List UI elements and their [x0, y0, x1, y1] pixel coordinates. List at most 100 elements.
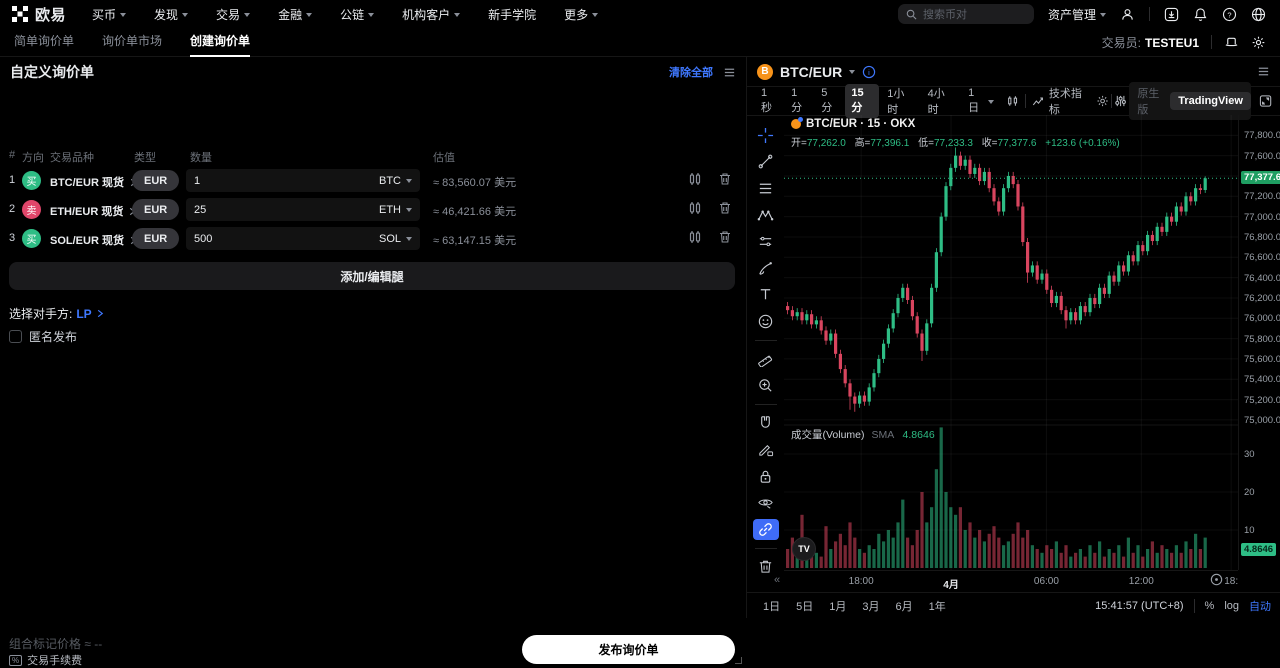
interval-15m[interactable]: 15分 [845, 84, 880, 118]
range-3mo[interactable]: 3月 [862, 600, 880, 613]
tradingview-option[interactable]: TradingView [1170, 92, 1251, 110]
amount-input[interactable] [194, 174, 344, 187]
log-scale-toggle[interactable]: log [1224, 599, 1239, 612]
auto-scale-toggle[interactable]: 自动 [1249, 600, 1271, 613]
range-1d[interactable]: 1日 [763, 600, 781, 613]
tab-create-rfq[interactable]: 创建询价单 [176, 28, 264, 57]
zoom-in-tool-icon[interactable] [753, 375, 779, 396]
publish-rfq-button[interactable]: 发布询价单 [522, 635, 735, 664]
candle-chart-icon[interactable] [688, 230, 702, 244]
chevron-down-icon[interactable] [849, 70, 856, 74]
interval-1h[interactable]: 1小时 [887, 88, 905, 116]
nav-academy[interactable]: 新手学院 [488, 7, 537, 22]
crosshair-tool-icon[interactable] [753, 125, 779, 146]
collapse-toolbar-icon[interactable]: « [774, 574, 781, 586]
chart-type-icon[interactable] [1006, 94, 1019, 108]
help-icon[interactable]: ? [1222, 7, 1237, 22]
emoji-tool-icon[interactable] [753, 311, 779, 332]
trader-hat-icon[interactable] [1224, 35, 1239, 50]
interval-4h[interactable]: 4小时 [927, 88, 945, 116]
type-pill[interactable]: EUR [132, 228, 180, 249]
remove-drawings-trash-icon[interactable] [753, 556, 779, 577]
assets-menu[interactable]: 资产管理 [1048, 0, 1106, 28]
tab-simple-rfq[interactable]: 简单询价单 [14, 33, 75, 48]
chart-bottom-toolbar: 1日 5日 1月 3月 6月 1年 15:41:57 (UTC+8) % log… [747, 592, 1280, 618]
volume-bar [906, 537, 910, 568]
fee-label[interactable]: 交易手续费 [27, 655, 83, 667]
nav-institutional[interactable]: 机构客户 [390, 0, 472, 28]
chart-settings-gear-icon[interactable] [1096, 94, 1109, 108]
range-5d[interactable]: 5日 [796, 600, 814, 613]
download-app-icon[interactable] [1164, 7, 1179, 22]
notifications-bell-icon[interactable] [1193, 7, 1208, 22]
scroll-to-realtime-icon[interactable] [1209, 572, 1224, 587]
amount-input[interactable] [194, 232, 344, 245]
candle-chart-icon[interactable] [688, 201, 702, 215]
panel-menu-icon[interactable] [723, 66, 736, 79]
pattern-tool-icon[interactable] [753, 205, 779, 226]
pair-selector[interactable]: SOL/EUR 现货 [50, 232, 137, 248]
chart-clock[interactable]: 15:41:57 (UTC+8) [1095, 599, 1184, 612]
range-1y[interactable]: 1年 [928, 600, 946, 613]
range-6mo[interactable]: 6月 [895, 600, 913, 613]
info-icon[interactable]: i [862, 65, 876, 79]
indicators-button[interactable]: 技术指标 [1028, 85, 1094, 117]
interval-5m[interactable]: 5分 [821, 87, 833, 114]
pair-selector[interactable]: ETH/EUR 现货 [50, 203, 136, 219]
okx-logo[interactable]: 欧易 [0, 4, 80, 25]
magnet-tool-icon[interactable] [753, 413, 779, 434]
language-globe-icon[interactable] [1251, 7, 1266, 22]
measure-ruler-icon[interactable] [753, 349, 779, 370]
panel-resize-handle[interactable] [735, 657, 742, 664]
chart-canvas[interactable] [784, 115, 1238, 570]
nav-trade[interactable]: 交易 [204, 0, 262, 28]
settings-gear-icon[interactable] [1251, 35, 1266, 50]
candlestick-chart[interactable]: BTC/EUR · 15 · OKX 开=77,262.0 高=77,396.1… [784, 115, 1238, 570]
add-edit-legs-button[interactable]: 添加/编辑腿 [9, 262, 735, 290]
text-tool-icon[interactable] [753, 285, 779, 306]
trendline-tool-icon[interactable] [753, 152, 779, 173]
type-pill[interactable]: EUR [132, 170, 180, 191]
counterparty-link[interactable]: LP [76, 306, 92, 321]
tab-rfq-market[interactable]: 询价单市场 [102, 33, 163, 48]
candle-chart-icon[interactable] [688, 172, 702, 186]
fullscreen-expand-icon[interactable] [1259, 94, 1272, 108]
time-axis[interactable]: « 18:00 4月 06:00 12:00 18: [774, 570, 1238, 592]
fib-lines-tool-icon[interactable] [753, 178, 779, 199]
delete-trash-icon[interactable] [718, 230, 732, 244]
nav-buy-crypto[interactable]: 买币 [80, 0, 138, 28]
interval-1d-select[interactable]: 1日 [962, 84, 1000, 118]
range-1mo[interactable]: 1月 [829, 600, 847, 613]
drawing-lock-edit-icon[interactable] [753, 439, 779, 460]
price-axis[interactable]: 77,800.077,600.077,400.077,200.077,000.0… [1238, 115, 1280, 570]
lock-tool-icon[interactable] [753, 466, 779, 487]
interval-1m[interactable]: 1分 [791, 87, 803, 114]
symbol-name[interactable]: BTC/EUR [780, 63, 843, 80]
anonymous-checkbox[interactable] [9, 330, 22, 343]
brush-tool-icon[interactable] [753, 258, 779, 279]
type-pill[interactable]: EUR [132, 199, 180, 220]
profile-icon[interactable] [1120, 7, 1135, 22]
projection-tool-icon[interactable] [753, 231, 779, 252]
compare-sliders-icon[interactable] [1114, 94, 1127, 108]
nav-more[interactable]: 更多 [552, 0, 610, 28]
currency-select[interactable]: SOL [379, 233, 412, 245]
percent-scale-toggle[interactable]: % [1204, 599, 1215, 612]
amount-input[interactable] [194, 203, 344, 216]
interval-1s[interactable]: 1秒 [761, 87, 772, 114]
chart-menu-icon[interactable] [1257, 65, 1270, 78]
hide-drawings-eye-icon[interactable] [753, 492, 779, 513]
delete-trash-icon[interactable] [718, 201, 732, 215]
chevron-right-icon[interactable] [96, 309, 104, 318]
nav-discover[interactable]: 发现 [142, 0, 200, 28]
sync-link-tool-icon[interactable] [752, 519, 779, 540]
nav-finance[interactable]: 金融 [266, 0, 324, 28]
delete-trash-icon[interactable] [718, 172, 732, 186]
pair-selector[interactable]: BTC/EUR 现货 [50, 174, 137, 190]
currency-select[interactable]: ETH [379, 204, 412, 216]
search-input[interactable]: 搜索币对 [897, 4, 1034, 24]
native-version-option[interactable]: 原生版 [1137, 88, 1160, 116]
clear-all-link[interactable]: 清除全部 [669, 67, 713, 79]
currency-select[interactable]: BTC [379, 175, 412, 187]
nav-chain[interactable]: 公链 [328, 0, 386, 28]
